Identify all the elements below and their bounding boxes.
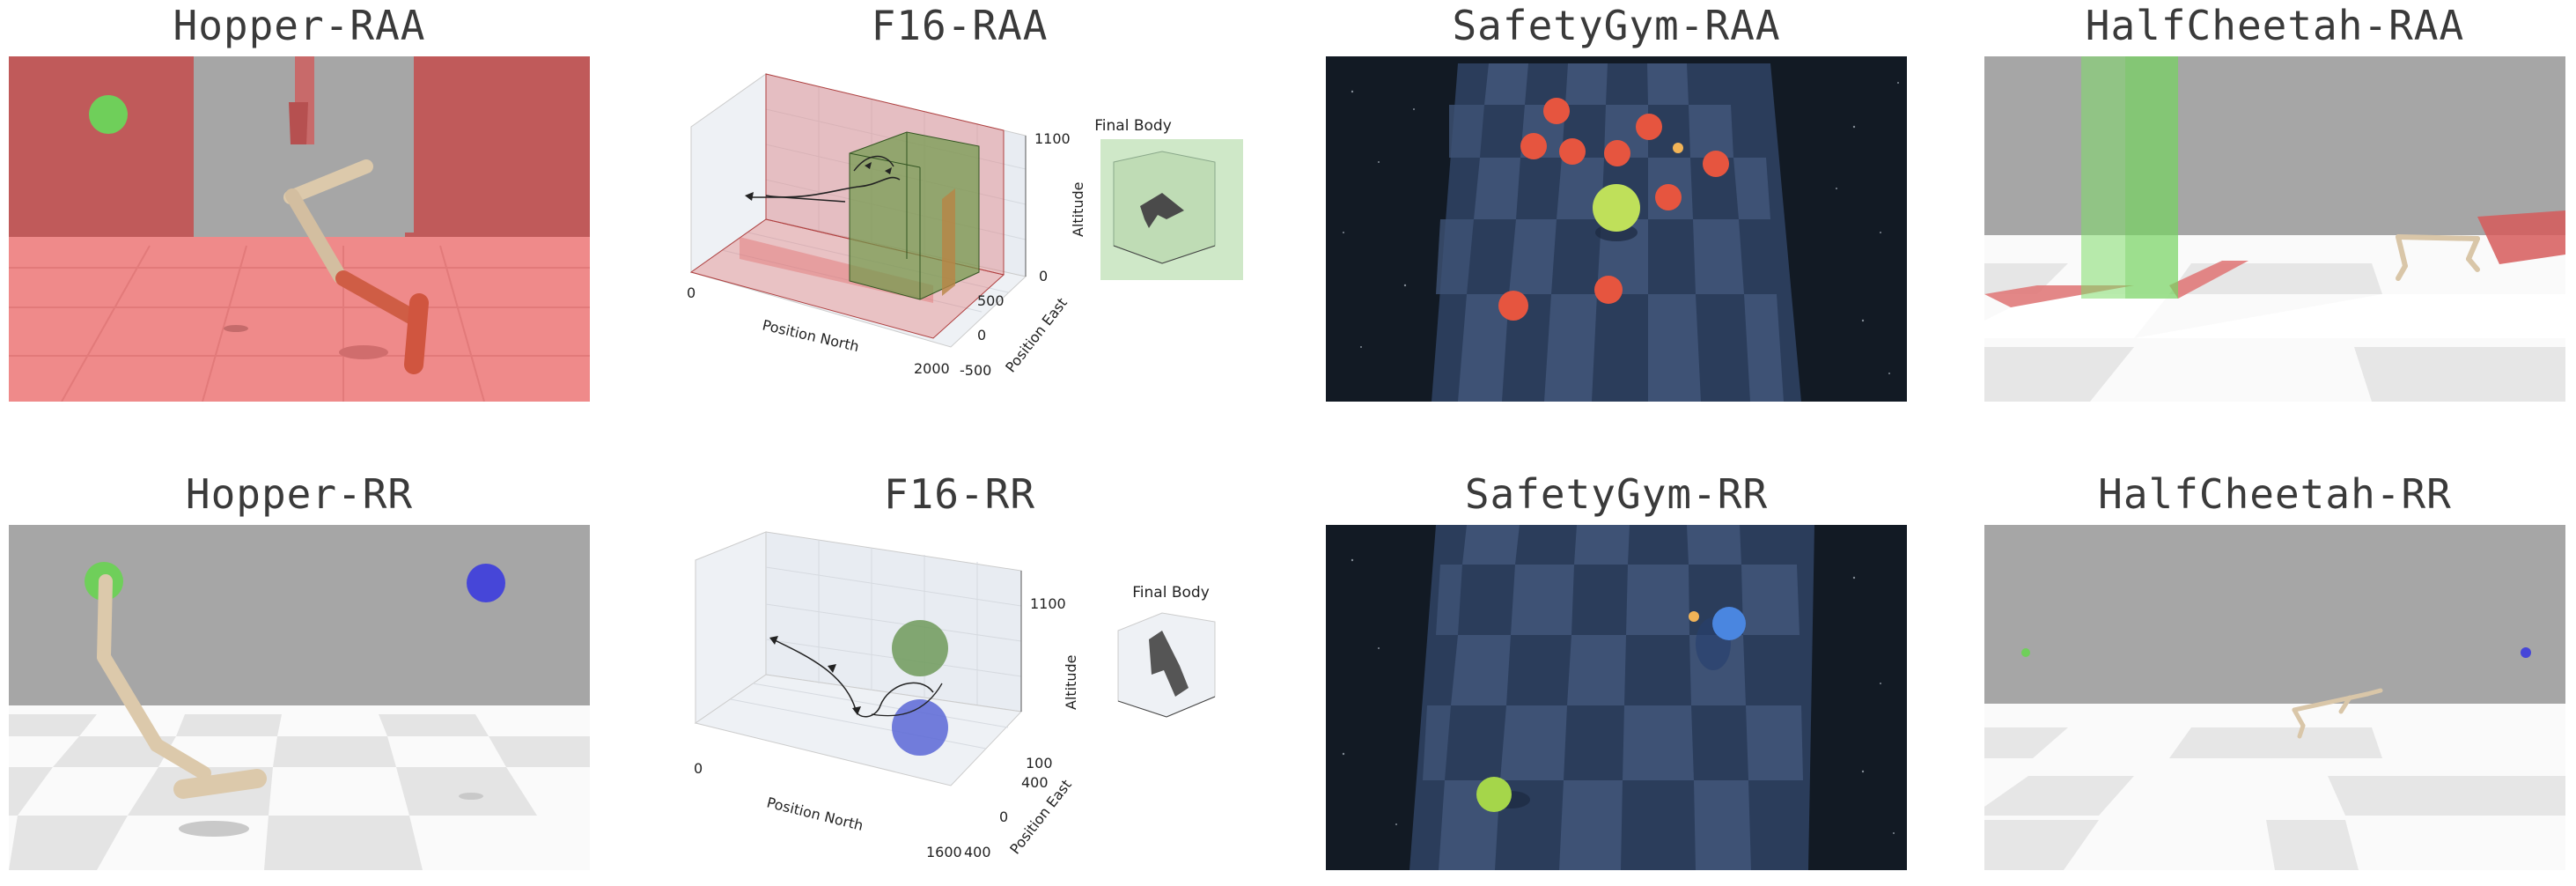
f16-raa-zlabel: Altitude: [1070, 181, 1086, 237]
panel-title-f16-rr: F16-RR: [883, 470, 1036, 518]
f16-rr-plot: 1100 100 Altitude 0 1600 Position North …: [669, 525, 1250, 870]
f16-raa-z-tick-bottom: 0: [1039, 268, 1048, 284]
panel-title-safetygym-rr: SafetyGym-RR: [1464, 470, 1769, 518]
hopper-rr-scene: [9, 525, 590, 870]
f16-rr-z-tick-top: 1100: [1030, 595, 1066, 612]
f16-raa-y-tick-2: -500: [960, 362, 991, 379]
f16-rr-y-tick-1: 400: [964, 844, 991, 860]
hopper-raa-scene: [9, 56, 590, 402]
halfcheetah-rr-scene: [1984, 525, 2565, 870]
f16-rr-x-tick-0: 0: [694, 760, 703, 777]
f16-rr-y-tick-2: 0: [999, 808, 1008, 825]
f16-raa-z-tick-top: 1100: [1034, 130, 1071, 147]
panel-title-halfcheetah-raa: HalfCheetah-RAA: [2085, 2, 2465, 49]
panel-title-safetygym-raa: SafetyGym-RAA: [1452, 2, 1781, 49]
panel-title-hopper-rr: Hopper-RR: [185, 470, 414, 518]
safetygym-rr-scene: [1326, 525, 1907, 870]
f16-raa-y-tick-0: 500: [977, 292, 1005, 309]
panel-title-f16-raa: F16-RAA: [871, 2, 1049, 49]
halfcheetah-raa-scene: [1984, 56, 2565, 402]
f16-rr-xlabel: Position North: [765, 794, 865, 834]
panel-title-halfcheetah-rr: HalfCheetah-RR: [2098, 470, 2452, 518]
f16-raa-xlabel: Position North: [761, 316, 861, 355]
f16-raa-ylabel: Position East: [1002, 294, 1071, 375]
f16-rr-inset-title: Final Body: [1132, 584, 1210, 602]
f16-rr-z-tick-bottom: 100: [1026, 755, 1053, 772]
f16-raa-y-tick-1: 0: [977, 327, 986, 343]
safetygym-raa-scene: [1326, 56, 1907, 402]
f16-raa-x-tick-0: 0: [687, 284, 696, 301]
f16-rr-zlabel: Altitude: [1063, 654, 1079, 710]
f16-rr-y-tick-0: 400: [1021, 774, 1049, 791]
f16-raa-plot: 1100 0 Altitude 0 2000 Position North 50…: [669, 56, 1250, 402]
f16-rr-x-tick-1: 1600: [926, 844, 962, 860]
panel-title-hopper-raa: Hopper-RAA: [173, 2, 426, 49]
f16-raa-x-tick-1: 2000: [914, 360, 950, 377]
f16-raa-inset-title: Final Body: [1094, 117, 1172, 135]
